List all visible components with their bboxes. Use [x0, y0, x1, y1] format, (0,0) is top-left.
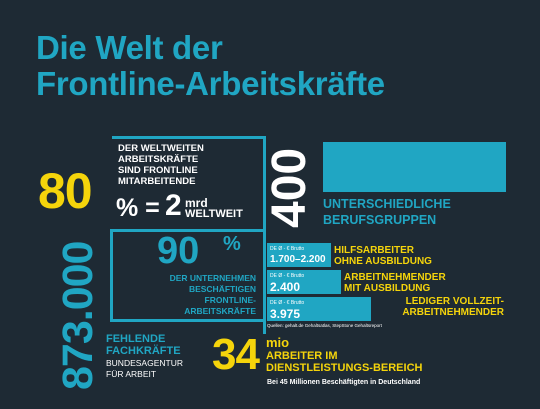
stat-90-text-line-3: FRONTLINE- — [204, 295, 256, 305]
wages-source: Quellen: gehalt.de Gehaltsatlas, StepSto… — [267, 323, 382, 328]
stat-400-block — [323, 142, 506, 192]
wage-tag-2: DE Ø - € Brutto — [270, 273, 305, 279]
stat-90-text: DER UNTERNEHMEN BESCHÄFTIGEN FRONTLINE- … — [140, 273, 256, 317]
divider-horizontal-top — [112, 136, 264, 139]
stat-873000-source-line-1: BUNDESAGENTUR — [106, 358, 183, 368]
wage-label-1-line-1: HILFSARBEITER — [334, 245, 414, 256]
wage-label-1: HILFSARBEITER OHNE AUSBILDUNG — [334, 245, 432, 267]
wage-bar-1 — [267, 243, 331, 267]
stat-400-text-line-1: UNTERSCHIEDLICHE — [323, 197, 451, 211]
wage-bar-2 — [267, 270, 341, 294]
page-title-line-1: Die Welt der — [36, 29, 223, 66]
stat-80-text-line-3: SIND FRONTLINE — [118, 165, 198, 176]
divider-horizontal-mid — [110, 229, 265, 232]
wage-tag-3: DE Ø - € Brutto — [270, 300, 305, 306]
divider-vertical-left — [110, 229, 113, 322]
stat-873000-title: FEHLENDE FACHKRÄFTE — [106, 333, 181, 357]
wage-label-2-line-2: MIT AUSBILDUNG — [344, 283, 431, 294]
wage-tag-1: DE Ø - € Brutto — [270, 246, 305, 252]
wage-value-1: 1.700–2.200 — [270, 254, 326, 265]
stat-34mio-note: Bei 45 Millionen Beschäftigten in Deutsc… — [267, 379, 421, 386]
stat-2mrd-unit: mrd — [185, 196, 208, 210]
stat-80-text-line-4: MITARBEITENDE — [118, 176, 196, 187]
stat-2mrd-value: 2 — [165, 189, 182, 222]
stat-80-text-line-2: ARBEITSKRÄFTE — [118, 154, 199, 165]
stat-400-text: UNTERSCHIEDLICHE BERUFSGRUPPEN — [323, 196, 451, 228]
stat-90-value: 90 — [157, 230, 200, 272]
divider-vertical-center — [263, 136, 266, 334]
stat-34mio-unit: mio — [266, 335, 290, 350]
wage-label-3-line-2: ARBEITNEHMENDER — [402, 307, 504, 318]
wage-value-3: 3.975 — [270, 307, 301, 321]
wage-value-2: 2.400 — [270, 280, 301, 294]
wage-label-3-line-1: LEDIGER VOLLZEIT- — [405, 296, 504, 307]
divider-horizontal-bottom — [110, 319, 265, 322]
stat-2mrd-prefix: % = — [116, 194, 160, 222]
page-title: Die Welt der Frontline-Arbeitskräfte — [36, 30, 506, 102]
wage-label-2-line-1: ARBEITNEHMENDER — [344, 272, 446, 283]
stat-80-text-line-1: DER WELTWEITEN — [118, 143, 204, 154]
wage-label-3: LEDIGER VOLLZEIT- ARBEITNEHMENDER — [374, 296, 504, 318]
wage-label-1-line-2: OHNE AUSBILDUNG — [334, 256, 432, 267]
stat-34mio-text-line-2: DIENSTLEISTUNGS-BEREICH — [266, 362, 423, 374]
page-title-line-2: Frontline-Arbeitskräfte — [36, 65, 385, 102]
wages-panel: DE Ø - € Brutto 1.700–2.200 HILFSARBEITE… — [262, 237, 510, 330]
stat-873000-title-line-1: FEHLENDE — [106, 333, 166, 345]
stat-80-percent: DER WELTWEITEN ARBEITSKRÄFTE SIND FRONTL… — [118, 143, 204, 187]
stat-90-unit: % — [223, 233, 241, 255]
stat-34mio-value: 34 — [212, 330, 260, 379]
stat-34mio-text-line-1: ARBEITER IM — [266, 350, 338, 362]
stat-873000-source-line-2: FÜR ARBEIT — [106, 369, 157, 379]
stat-873000-value: 873.000 — [54, 241, 102, 390]
stat-873000-source: BUNDESAGENTUR FÜR ARBEIT — [106, 358, 183, 380]
stat-34mio-text: ARBEITER IM DIENSTLEISTUNGS-BEREICH — [266, 350, 422, 374]
stat-400-text-line-2: BERUFSGRUPPEN — [323, 213, 437, 227]
stat-80-value: 80 — [38, 163, 93, 219]
stat-90-text-line-4: ARBEITSKRÄFTE — [184, 306, 256, 316]
stat-400-value: 400 — [263, 147, 316, 228]
stat-873000-title-line-2: FACHKRÄFTE — [106, 345, 181, 357]
wage-label-2: ARBEITNEHMENDER MIT AUSBILDUNG — [344, 272, 446, 294]
wage-bar-3 — [267, 297, 371, 321]
stat-2mrd-suffix: WELTWEIT — [185, 208, 243, 220]
stat-90-text-line-2: BESCHÄFTIGEN — [188, 284, 256, 294]
stat-90-text-line-1: DER UNTERNEHMEN — [169, 273, 256, 283]
